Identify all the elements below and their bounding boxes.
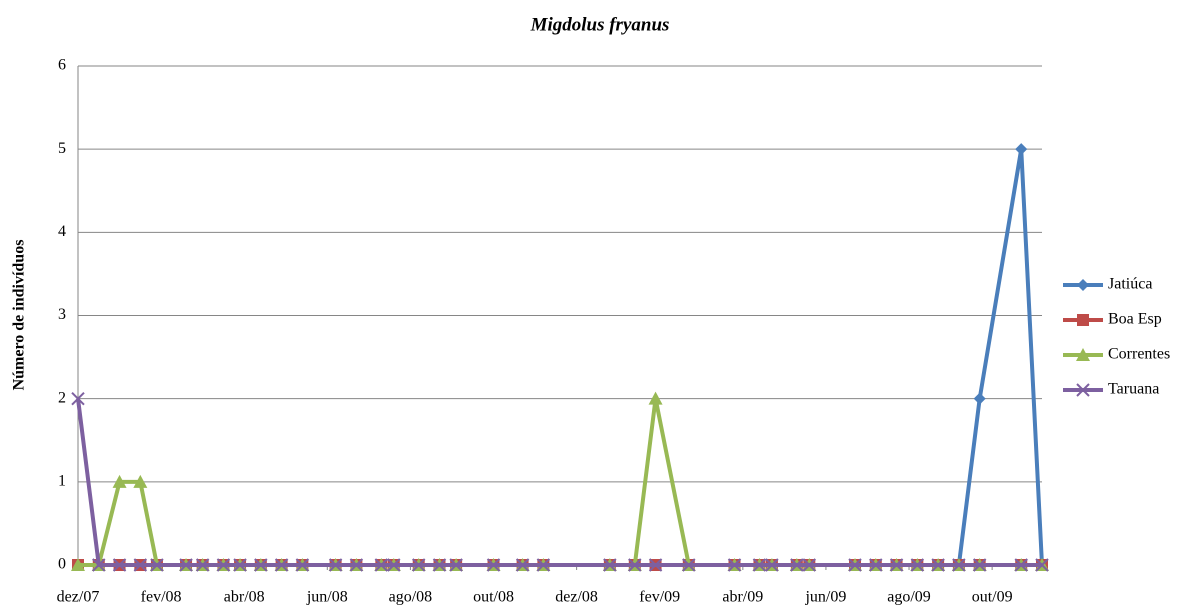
series-line xyxy=(78,147,1044,567)
marker xyxy=(328,558,343,572)
marker xyxy=(973,392,986,405)
marker xyxy=(179,558,193,572)
marker xyxy=(648,391,663,405)
marker xyxy=(802,558,817,572)
x-tick-label: abr/09 xyxy=(722,589,763,606)
marker xyxy=(216,558,231,572)
marker xyxy=(765,558,779,572)
marker xyxy=(848,558,862,572)
marker xyxy=(112,558,127,572)
marker xyxy=(412,558,426,572)
marker xyxy=(889,558,904,572)
legend-label: Taruana xyxy=(1108,381,1159,398)
x-tick-label: jun/09 xyxy=(804,589,846,606)
marker xyxy=(195,558,210,572)
marker xyxy=(972,558,987,572)
legend-label: Correntes xyxy=(1108,346,1170,363)
marker xyxy=(374,558,389,572)
marker xyxy=(515,558,530,572)
y-tick-label: 1 xyxy=(58,473,66,490)
marker xyxy=(150,558,164,572)
x-tick-label: ago/09 xyxy=(887,589,931,606)
marker xyxy=(648,558,663,572)
marker xyxy=(910,558,925,572)
marker xyxy=(1015,143,1028,156)
marker xyxy=(432,558,447,572)
marker xyxy=(486,558,501,572)
marker xyxy=(71,558,85,571)
marker xyxy=(71,391,85,406)
chart-title: Migdolus fryanus xyxy=(530,14,670,35)
marker xyxy=(682,558,696,572)
marker xyxy=(92,558,106,572)
x-tick-label: fev/08 xyxy=(141,589,182,606)
x-tick-label: abr/08 xyxy=(224,589,265,606)
marker xyxy=(790,558,804,572)
marker xyxy=(112,474,127,488)
marker xyxy=(387,558,401,572)
marker xyxy=(295,558,310,572)
marker xyxy=(931,558,945,572)
marker xyxy=(603,558,617,572)
x-tick-label: fev/09 xyxy=(639,589,680,606)
marker xyxy=(1077,314,1089,326)
marker xyxy=(727,558,742,572)
x-tick-label: dez/07 xyxy=(57,589,100,606)
marker xyxy=(752,558,767,572)
y-tick-label: 4 xyxy=(58,223,66,240)
x-tick-label: ago/08 xyxy=(389,589,433,606)
y-tick-label: 6 xyxy=(58,57,66,74)
y-axis-label: Número de indivíduos xyxy=(11,240,28,391)
marker xyxy=(952,558,966,572)
marker xyxy=(1014,558,1028,572)
y-tick-label: 3 xyxy=(58,306,66,323)
marker xyxy=(133,474,148,488)
x-tick-label: jun/08 xyxy=(306,589,348,606)
marker xyxy=(1076,348,1090,361)
x-tick-label: dez/08 xyxy=(555,589,598,606)
x-tick-label: out/09 xyxy=(972,589,1013,606)
marker xyxy=(133,558,148,572)
series-line xyxy=(76,398,1042,567)
marker xyxy=(1077,279,1089,291)
x-tick-label: out/08 xyxy=(473,589,514,606)
legend-label: Jatiúca xyxy=(1108,276,1152,293)
marker xyxy=(536,558,551,572)
y-tick-label: 0 xyxy=(58,556,66,573)
y-tick-label: 2 xyxy=(58,389,66,406)
legend-label: Boa Esp xyxy=(1108,311,1162,328)
marker xyxy=(1035,558,1049,572)
marker xyxy=(274,558,289,572)
marker xyxy=(449,558,463,572)
y-tick-label: 5 xyxy=(58,140,66,157)
marker xyxy=(233,558,247,572)
marker xyxy=(349,558,364,572)
marker xyxy=(1076,383,1090,397)
marker xyxy=(869,558,883,572)
marker xyxy=(254,558,268,572)
marker xyxy=(628,558,642,572)
